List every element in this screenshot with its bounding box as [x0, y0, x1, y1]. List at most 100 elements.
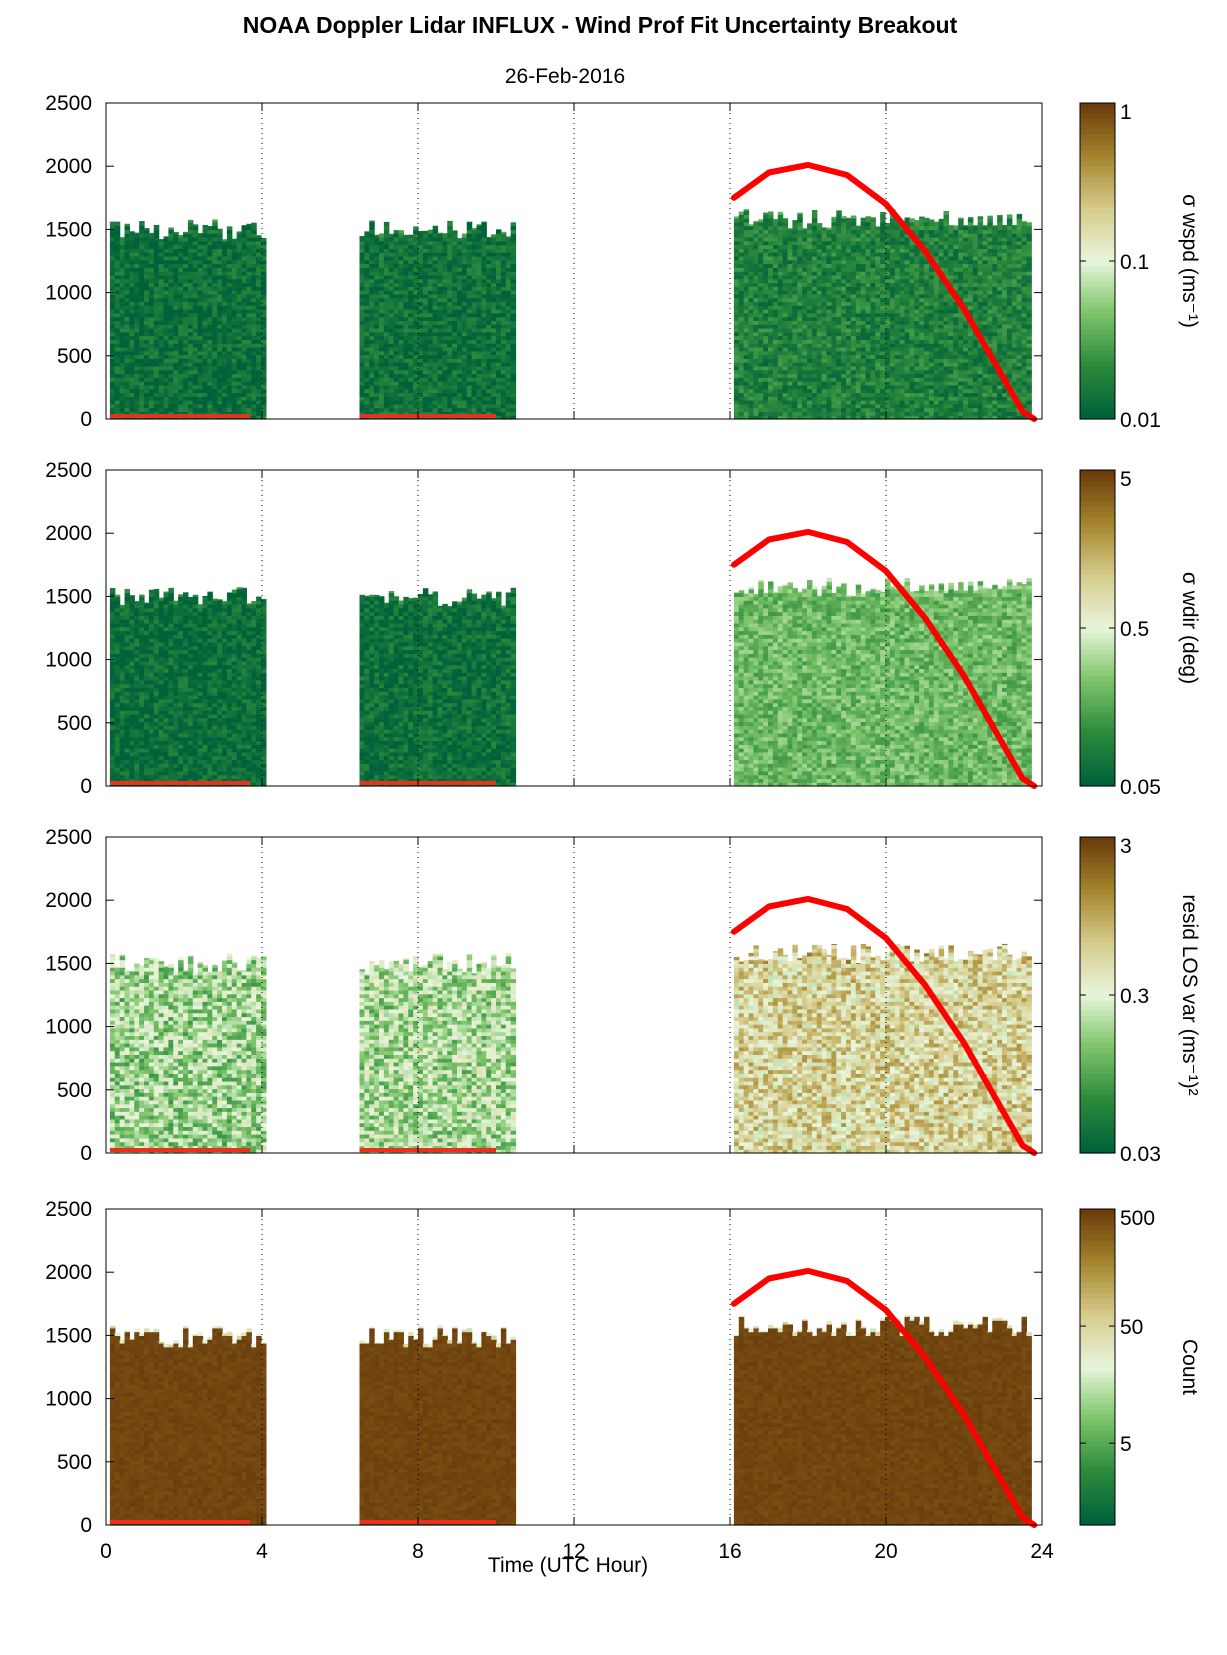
- heatmap-cell: [831, 343, 837, 348]
- heatmap-cell: [398, 400, 404, 405]
- heatmap-cell: [256, 293, 262, 299]
- heatmap-cell: [383, 259, 390, 265]
- heatmap-cell: [114, 221, 121, 227]
- heatmap-cell: [432, 240, 439, 246]
- heatmap-cell: [889, 225, 896, 230]
- heatmap-cell: [168, 377, 174, 382]
- heatmap-cell: [471, 365, 478, 371]
- heatmap-cell: [129, 365, 135, 371]
- heatmap-cell: [889, 331, 896, 337]
- heatmap-cell: [197, 369, 204, 375]
- heatmap-cell: [447, 350, 453, 356]
- heatmap-cell: [129, 358, 135, 363]
- heatmap-cell: [173, 290, 179, 295]
- heatmap-cell: [807, 286, 813, 291]
- heatmap-cell: [826, 369, 832, 375]
- heatmap-cell: [168, 316, 174, 322]
- heatmap-cell: [889, 309, 896, 314]
- heatmap-cell: [836, 248, 842, 253]
- heatmap-cell: [388, 248, 395, 253]
- heatmap-cell: [797, 214, 803, 219]
- heatmap-cell: [802, 297, 808, 303]
- heatmap-cell: [393, 305, 400, 310]
- heatmap-cell: [743, 346, 750, 352]
- heatmap-cell: [481, 225, 487, 230]
- heatmap-cell: [379, 331, 385, 337]
- heatmap-cell: [865, 350, 871, 356]
- heatmap-cell: [748, 248, 754, 253]
- heatmap-cell: [860, 396, 867, 401]
- heatmap-cell: [158, 327, 165, 333]
- heatmap-cell: [758, 350, 764, 356]
- heatmap-cell: [379, 267, 385, 272]
- heatmap-cell: [379, 362, 385, 367]
- heatmap-cell: [860, 240, 867, 246]
- heatmap-cell: [753, 377, 759, 382]
- heatmap-cell: [491, 388, 497, 394]
- heatmap-cell: [178, 320, 184, 325]
- heatmap-cell: [826, 327, 832, 333]
- heatmap-cell: [413, 282, 419, 287]
- heatmap-cell: [831, 240, 837, 246]
- heatmap-cell: [836, 218, 842, 223]
- heatmap-cell: [241, 244, 247, 249]
- heatmap-cell: [173, 244, 179, 249]
- heatmap-cell: [144, 407, 150, 413]
- heatmap-cell: [860, 358, 867, 363]
- heatmap-cell: [870, 297, 876, 303]
- heatmap-cell: [875, 411, 881, 416]
- heatmap-cell: [398, 301, 404, 306]
- heatmap-cell: [797, 252, 803, 257]
- heatmap-cell: [860, 301, 867, 306]
- heatmap-cell: [797, 305, 803, 310]
- heatmap-cell: [432, 331, 439, 337]
- heatmap-cell: [471, 350, 478, 356]
- heatmap-cell: [481, 346, 487, 352]
- heatmap-cell: [437, 335, 443, 340]
- heatmap-cell: [408, 309, 414, 314]
- heatmap-cell: [114, 236, 121, 242]
- heatmap-cell: [374, 373, 380, 378]
- heatmap-cell: [753, 411, 759, 416]
- heatmap-cell: [163, 301, 169, 306]
- heatmap-cell: [163, 327, 169, 333]
- heatmap-cell: [787, 354, 793, 359]
- heatmap-cell: [850, 282, 857, 287]
- heatmap-cell: [398, 293, 404, 299]
- heatmap-cell: [496, 396, 502, 401]
- heatmap-cell: [202, 327, 208, 333]
- heatmap-cell: [427, 267, 434, 272]
- heatmap-cell: [758, 305, 764, 310]
- heatmap-cell: [251, 339, 257, 344]
- heatmap-cell: [753, 271, 759, 276]
- heatmap-cell: [855, 236, 862, 242]
- heatmap-cell: [772, 282, 779, 287]
- heatmap-cell: [158, 373, 165, 378]
- heatmap-cell: [743, 267, 750, 272]
- heatmap-cell: [187, 377, 194, 382]
- heatmap-cell: [850, 407, 857, 413]
- heatmap-cell: [457, 346, 463, 352]
- heatmap-cell: [875, 381, 881, 386]
- heatmap-cell: [369, 327, 375, 333]
- heatmap-cell: [816, 248, 823, 253]
- heatmap-cell: [733, 312, 740, 318]
- heatmap-cell: [418, 369, 424, 375]
- heatmap-cell: [880, 324, 886, 329]
- heatmap-cell: [359, 274, 365, 280]
- heatmap-cell: [831, 271, 837, 276]
- heatmap-cell: [855, 403, 862, 409]
- heatmap-cell: [408, 411, 414, 416]
- heatmap-cell: [461, 354, 468, 359]
- heatmap-cell: [437, 400, 443, 405]
- heatmap-cell: [763, 233, 769, 238]
- heatmap-cell: [422, 381, 429, 386]
- heatmap-cell: [119, 293, 126, 299]
- heatmap-cell: [148, 335, 155, 340]
- heatmap-cell: [231, 271, 238, 276]
- heatmap-cell: [510, 240, 517, 246]
- heatmap-cell: [850, 301, 857, 306]
- heatmap-cell: [246, 392, 252, 397]
- heatmap-cell: [231, 263, 238, 268]
- heatmap-cell: [491, 282, 497, 287]
